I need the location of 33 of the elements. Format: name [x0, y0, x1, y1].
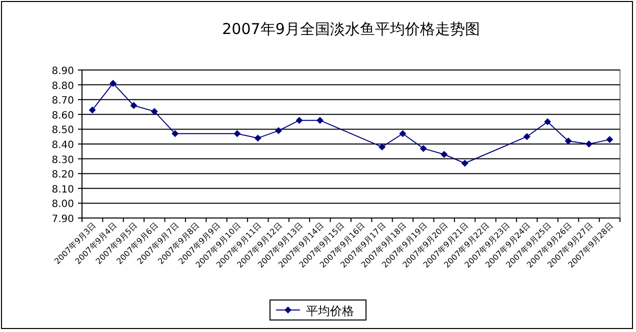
- y-tick-label: 8.40: [52, 140, 74, 151]
- y-tick-label: 8.00: [52, 199, 74, 210]
- y-tick-label: 7.90: [52, 214, 74, 225]
- point: [544, 118, 552, 126]
- point: [296, 116, 303, 124]
- y-tick-label: 8.90: [52, 66, 74, 77]
- point: [440, 150, 448, 158]
- y-tick-label: 8.10: [52, 184, 74, 196]
- y-tick-label: 8.20: [52, 170, 74, 181]
- point: [461, 160, 468, 167]
- point: [564, 138, 572, 145]
- point: [234, 130, 241, 138]
- y-tick-label: 8.70: [52, 96, 74, 107]
- point: [130, 102, 138, 110]
- point: [585, 140, 592, 148]
- point: [254, 134, 262, 142]
- point: [150, 108, 158, 115]
- point: [523, 133, 530, 140]
- point: [275, 127, 282, 134]
- point: [399, 130, 406, 138]
- y-tick-label: 8.50: [52, 125, 74, 136]
- point: [88, 106, 96, 114]
- point: [110, 80, 117, 87]
- point: [606, 136, 614, 144]
- y-tick-label: 8.80: [52, 80, 74, 92]
- y-tick-label: 8.30: [52, 154, 74, 166]
- legend-label: 平均价格: [306, 304, 354, 318]
- point: [420, 144, 427, 152]
- point: [316, 116, 324, 124]
- point: [172, 130, 179, 138]
- y-tick-label: 8.60: [52, 110, 74, 122]
- point: [378, 143, 386, 150]
- chart-title: 2007年9月全国淡水鱼平均价格走势图: [222, 20, 480, 38]
